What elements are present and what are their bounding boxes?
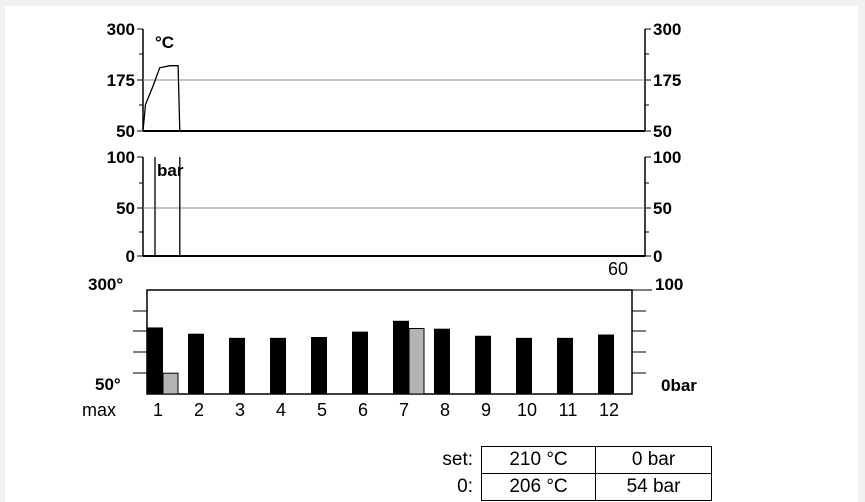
pressure-panel: 100 50 0 100 50 0 bar 60 xyxy=(107,148,682,279)
pressure-left-tick-50: 50 xyxy=(116,199,135,218)
zone-9-label: 9 xyxy=(481,400,491,420)
zone-7-temp-bar xyxy=(393,320,409,394)
zone-12-temp-bar xyxy=(598,334,614,394)
temp-left-tick-300: 300 xyxy=(107,20,135,39)
zone-6-label: 6 xyxy=(358,400,368,420)
temp-right-tick-175: 175 xyxy=(653,71,681,90)
zone-11-temp-bar xyxy=(557,337,573,394)
zone-temp-max-label: 300° xyxy=(88,275,123,294)
pressure-right-tick-50: 50 xyxy=(653,199,672,218)
set-pressure: 0 bar xyxy=(595,446,712,474)
zone-5-temp-bar xyxy=(311,337,327,394)
actual-label: 0: xyxy=(457,476,473,497)
zone-9-temp-bar xyxy=(475,335,491,394)
zone-max-row-label: max xyxy=(82,400,116,420)
temp-right-tick-50: 50 xyxy=(653,122,672,141)
set-temperature: 210 °C xyxy=(481,446,596,474)
zone-temp-min-label: 50° xyxy=(95,375,121,394)
zone-4-temp-bar xyxy=(270,337,286,394)
time-end-label: 60 xyxy=(608,259,628,279)
zone-8-label: 8 xyxy=(440,400,450,420)
process-monitor-chart: 300 175 50 300 175 50 °C 100 50 0 100 50… xyxy=(82,20,697,420)
zone-2-label: 2 xyxy=(194,400,204,420)
zone-8-temp-bar xyxy=(434,328,450,394)
zone-7-label: 7 xyxy=(399,400,409,420)
temp-left-tick-175: 175 xyxy=(107,71,135,90)
pressure-left-tick-100: 100 xyxy=(107,148,135,167)
pressure-left-tick-0: 0 xyxy=(126,247,135,266)
zone-11-label: 11 xyxy=(559,400,578,420)
zone-4-label: 4 xyxy=(276,400,286,420)
pressure-right-tick-100: 100 xyxy=(653,148,681,167)
setpoint-readout: set: 210 °C 0 bar 0: 206 °C 54 bar xyxy=(413,446,712,501)
zone-3-temp-bar xyxy=(229,337,245,394)
pressure-unit-label: bar xyxy=(157,161,184,180)
zone-1-label: 1 xyxy=(153,400,163,420)
temperature-trace xyxy=(142,65,645,132)
zone-bars xyxy=(147,320,614,395)
monitor-panel xyxy=(5,6,858,502)
temperature-panel: 300 175 50 300 175 50 °C xyxy=(107,20,682,141)
zone-5-label: 5 xyxy=(317,400,327,420)
zone-2-temp-bar xyxy=(188,333,204,394)
zone-panel: 300° 50° 100 0bar max 1 2 3 4 5 6 7 8 9 10 11 12 xyxy=(82,275,697,420)
zone-10-label: 10 xyxy=(517,400,537,420)
actual-row: 0: 206 °C 54 bar xyxy=(413,473,712,501)
setpoint-row: set: 210 °C 0 bar xyxy=(413,446,712,474)
zone-10-temp-bar xyxy=(516,337,532,394)
zone-7-pressure-bar xyxy=(408,327,425,395)
zone-1-temp-bar xyxy=(147,327,163,394)
set-label: set: xyxy=(442,449,473,470)
zone-pressure-max-label: 100 xyxy=(655,275,683,294)
pressure-right-tick-0: 0 xyxy=(653,247,662,266)
temp-right-tick-300: 300 xyxy=(653,20,681,39)
zone-12-label: 12 xyxy=(599,400,619,420)
temp-unit-label: °C xyxy=(155,33,174,52)
actual-temperature: 206 °C xyxy=(481,473,596,501)
zone-3-label: 3 xyxy=(235,400,245,420)
zone-1-pressure-bar xyxy=(162,372,179,395)
zone-pressure-min-label: 0bar xyxy=(661,376,697,395)
zone-6-temp-bar xyxy=(352,331,368,394)
actual-pressure: 54 bar xyxy=(595,473,712,501)
temp-left-tick-50: 50 xyxy=(116,122,135,141)
zone-labels: 1 2 3 4 5 6 7 8 9 10 11 12 xyxy=(153,400,619,420)
